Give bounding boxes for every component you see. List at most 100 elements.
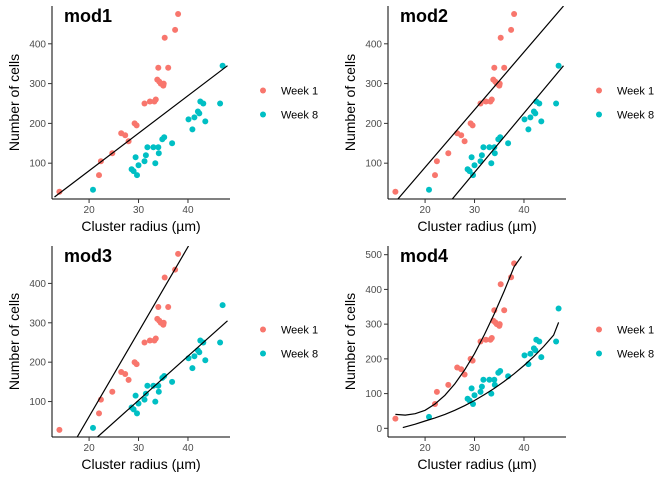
data-point (152, 160, 159, 167)
data-point (480, 376, 487, 383)
data-point (445, 381, 452, 388)
data-point (217, 100, 224, 107)
series-week-8 (426, 62, 562, 193)
data-point (161, 373, 168, 379)
data-point (488, 335, 495, 341)
data-point (152, 335, 159, 342)
x-tick-label: 30 (133, 443, 145, 454)
data-point (497, 281, 504, 288)
y-tick-label: 300 (365, 320, 382, 331)
data-point (125, 376, 132, 383)
data-point (488, 390, 495, 397)
y-tick-label: 100 (365, 389, 382, 400)
y-tick-label: 200 (365, 354, 382, 365)
panel-title: mod3 (64, 246, 112, 266)
x-tick-label: 40 (518, 205, 530, 216)
fit-lines (397, 6, 564, 199)
x-tick-label: 40 (182, 443, 194, 454)
legend-label: Week 8 (617, 349, 654, 361)
data-point (56, 426, 63, 433)
data-point (538, 354, 545, 361)
fit-line (402, 322, 560, 429)
data-point (155, 388, 162, 395)
legend-label: Week 1 (617, 86, 654, 98)
x-tick-label: 30 (133, 205, 145, 216)
data-point (532, 110, 539, 117)
data-point (477, 388, 484, 395)
data-point (491, 64, 498, 71)
data-point (169, 378, 176, 385)
fit-line (76, 246, 190, 437)
data-point (161, 134, 168, 141)
panel-mod3: 20 30 40 100 200 300 400 Cluster radius (µm) Num… (6, 246, 318, 472)
y-tick-label: 0 (376, 424, 382, 435)
data-point (196, 110, 203, 117)
data-point (135, 400, 142, 407)
data-point (392, 415, 399, 422)
y-axis-title: Number of cells (6, 54, 22, 151)
data-point (521, 116, 528, 123)
y-tick-label: 200 (29, 119, 46, 130)
data-point (486, 376, 493, 383)
data-point (191, 114, 198, 121)
data-point (501, 307, 508, 314)
x-tick-label: 20 (84, 205, 96, 216)
y-tick-label: 300 (29, 79, 46, 90)
legend-label: Week 8 (281, 110, 318, 122)
data-point (478, 383, 485, 390)
data-point (511, 11, 518, 17)
data-point (96, 172, 102, 179)
data-point (141, 100, 148, 107)
data-point (555, 62, 562, 69)
y-tick-label: 100 (29, 397, 46, 408)
data-point (196, 349, 203, 356)
series-week-1 (56, 250, 182, 433)
series-week-1 (392, 260, 518, 422)
fit-line (97, 320, 228, 437)
x-axis-title: Cluster radius (µm) (417, 218, 536, 234)
fit-lines (54, 65, 228, 198)
legend-key-week-8 (596, 111, 602, 118)
legend-label: Week 1 (281, 325, 318, 337)
y-tick-label: 200 (29, 358, 46, 369)
y-axis-title: Number of cells (6, 293, 22, 390)
data-point (155, 304, 162, 310)
data-point (488, 160, 495, 167)
legend-key-week-1 (260, 87, 266, 94)
data-point (109, 388, 116, 395)
data-point (480, 144, 487, 151)
data-point (146, 337, 153, 344)
data-point (536, 100, 543, 107)
data-point (433, 158, 440, 165)
data-point (482, 98, 489, 105)
data-point (486, 144, 493, 151)
x-tick-label: 30 (469, 205, 481, 216)
data-point (496, 321, 503, 328)
x-axis-title: Cluster radius (µm) (81, 218, 200, 234)
legend-key-week-1 (260, 326, 266, 333)
data-point (471, 392, 478, 399)
data-point (141, 158, 148, 165)
y-tick-label: 300 (365, 79, 382, 90)
panel-mod1: 20 30 40 100 200 300 400 Cluster radius (µm) Num… (6, 6, 318, 234)
data-point (525, 126, 532, 133)
data-point (200, 100, 207, 107)
panel-mod2: 20 30 40 100 200 300 400 Cluster radius (µm) Num… (342, 6, 654, 234)
legend-key-week-8 (596, 350, 602, 357)
data-point (155, 64, 162, 71)
legend-label: Week 8 (617, 110, 654, 122)
data-point (133, 122, 140, 129)
data-point (482, 336, 489, 343)
data-point (122, 371, 129, 377)
data-point (160, 319, 167, 326)
x-axis-title: Cluster radius (µm) (81, 456, 200, 472)
data-point (155, 150, 162, 157)
data-point (553, 338, 560, 345)
data-point (132, 154, 139, 161)
y-tick-label: 500 (365, 250, 382, 261)
data-point (169, 140, 176, 147)
data-point (135, 162, 142, 169)
data-point (152, 398, 159, 405)
panel-title: mod2 (400, 6, 448, 26)
data-point (122, 132, 129, 139)
